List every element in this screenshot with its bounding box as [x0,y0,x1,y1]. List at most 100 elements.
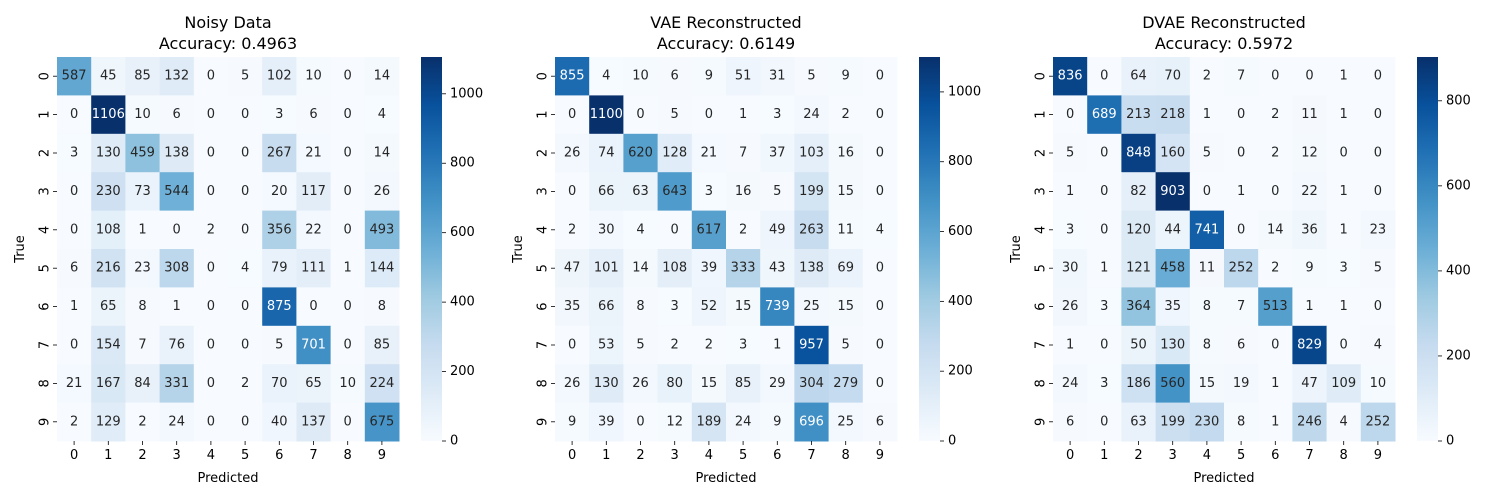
cell-label-r2-c1: 74 [598,146,615,161]
cell-r4-c3 [159,210,195,250]
x-tick-label: 4 [207,448,215,463]
cell-label-r7-c0: 0 [70,338,78,353]
cell-label-r5-c2: 23 [134,261,151,276]
x-tick-label: 9 [1374,448,1382,463]
cell-label-r5-c8: 69 [837,261,854,276]
cell-r9-c0 [555,402,590,442]
cell-label-r3-c8: 15 [837,184,854,199]
cell-label-r4-c7: 22 [305,222,322,237]
cell-r0-c1 [1087,57,1122,96]
cell-r8-c1 [1087,364,1122,404]
y-tick-label: 9 [536,418,551,426]
cell-label-r7-c5: 6 [1237,338,1245,353]
cell-label-r3-c9: 26 [374,184,391,199]
colorbar [421,57,442,441]
cell-r9-c7 [1292,402,1328,442]
cell-label-r2-c4: 5 [1203,146,1211,161]
cell-r0-c4 [691,57,727,96]
cell-label-r9-c5: 24 [735,414,752,429]
chart-subtitle: Accuracy: 0.6149 [657,34,795,53]
cell-r9-c9 [1360,402,1396,442]
y-axis-label: True [1009,235,1024,264]
cell-label-r7-c2: 5 [636,338,644,353]
cell-label-r0-c7: 5 [807,69,815,84]
cell-label-r5-c9: 5 [1374,261,1382,276]
colorbar-tick-label: 400 [450,295,475,310]
cell-label-r0-c9: 0 [876,69,884,84]
cell-label-r9-c4: 189 [696,414,721,429]
cell-label-r5-c6: 2 [1271,261,1279,276]
colorbar-tick-label: 200 [450,364,475,379]
cell-label-r4-c1: 30 [598,222,615,237]
cell-label-r8-c7: 47 [1301,376,1318,391]
cell-label-r2-c7: 12 [1301,146,1318,161]
cell-r9-c6 [262,402,297,442]
cell-r8-c8 [330,364,366,404]
cell-r3-c2 [623,172,659,212]
x-tick-label: 7 [309,448,317,463]
colorbar-tick-label: 0 [948,434,956,449]
cell-r6-c5 [228,287,263,327]
cell-label-r5-c0: 6 [70,261,78,276]
cell-label-r8-c3: 331 [164,376,189,391]
cell-label-r4-c1: 0 [1100,222,1108,237]
cell-label-r8-c0: 24 [1062,376,1079,391]
cell-r0-c7 [794,57,830,96]
cell-r8-c3 [159,364,195,404]
cell-r8-c5 [228,364,263,404]
cell-r7-c8 [1326,325,1362,365]
cell-label-r1-c1: 1106 [92,107,125,122]
x-tick-label: 6 [275,448,283,463]
cell-label-r8-c1: 130 [594,376,619,391]
cell-r9-c0 [1053,402,1088,442]
cell-label-r9-c0: 2 [70,414,78,429]
cell-label-r5-c9: 0 [876,261,884,276]
cell-r2-c9 [1360,133,1396,173]
x-tick-label: 0 [70,448,78,463]
colorbar-tick-label: 800 [450,156,475,171]
cell-label-r5-c7: 9 [1305,261,1313,276]
cell-r4-c2 [623,210,659,250]
cell-label-r2-c5: 7 [739,146,747,161]
cell-r5-c7 [296,249,332,288]
y-tick-label: 0 [536,72,551,80]
cell-r7-c5 [228,325,263,365]
cell-r3-c7 [296,172,332,212]
cell-r4-c2 [1121,210,1157,250]
cell-label-r1-c4: 0 [207,107,215,122]
cell-label-r3-c1: 0 [1100,184,1108,199]
cell-r8-c9 [364,364,400,404]
cell-r5-c3 [1155,249,1191,288]
cell-r1-c9 [1360,95,1396,135]
cell-label-r8-c1: 167 [96,376,121,391]
cell-r7-c2 [1121,325,1157,365]
cell-r7-c1 [1087,325,1122,365]
cell-label-r3-c3: 643 [662,184,687,199]
cell-label-r9-c4: 230 [1194,414,1219,429]
cell-label-r7-c6: 1 [773,338,781,353]
cell-label-r4-c3: 0 [173,222,181,237]
cell-r4-c8 [828,210,864,250]
x-tick-label: 1 [602,448,610,463]
cell-r3-c6 [1258,172,1293,212]
cell-r8-c2 [125,364,161,404]
cell-label-r0-c6: 102 [267,69,292,84]
cell-label-r0-c2: 10 [632,69,649,84]
cell-r3-c3 [1155,172,1191,212]
cell-label-r9-c8: 0 [344,414,352,429]
x-tick-label: 1 [104,448,112,463]
cell-r1-c7 [1292,95,1328,135]
y-tick-label: 4 [536,226,551,234]
cell-r2-c0 [1053,133,1088,173]
cell-r8-c1 [91,364,126,404]
cell-r0-c0 [1053,57,1088,96]
cell-r5-c9 [364,249,400,288]
cell-label-r4-c8: 0 [344,222,352,237]
cell-r3-c3 [159,172,195,212]
cell-label-r8-c6: 29 [769,376,786,391]
cell-r2-c4 [193,133,229,173]
cell-label-r1-c6: 3 [275,107,283,122]
cell-r2-c2 [623,133,659,173]
cell-label-r4-c4: 617 [696,222,721,237]
